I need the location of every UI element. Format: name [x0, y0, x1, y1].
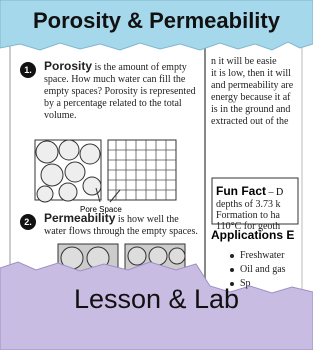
definition: is the amount of empty space. How much w…	[44, 62, 196, 121]
text-line: it is low, then it will	[211, 68, 291, 79]
section-number: 1.	[20, 62, 36, 78]
text-line: extracted out of the	[211, 116, 289, 127]
term: Porosity	[44, 59, 93, 73]
term: Permeability	[44, 211, 116, 225]
section-text: Porosity is the amount of empty space. H…	[44, 60, 196, 122]
bullets	[230, 254, 234, 286]
fun-fact-title: Fun Fact	[216, 184, 266, 198]
section-number: 2.	[20, 214, 36, 230]
text-line: n it will be easie	[211, 56, 277, 67]
porosity-figure	[34, 139, 177, 203]
title: Porosity & Permeability	[33, 8, 280, 33]
fun-fact-line: – D	[268, 187, 284, 198]
decor	[0, 0, 313, 350]
text-line: energy because it af	[211, 92, 291, 103]
fun-fact-box	[211, 177, 299, 225]
header-band	[0, 0, 313, 51]
text-line: is in the ground and	[211, 104, 291, 115]
figure-label: Pore Space	[80, 205, 122, 214]
application-item: Sp	[240, 278, 251, 289]
footer-label: Lesson & Lab	[73, 284, 240, 314]
page: Porosity & Permeability 1. Porosity is t…	[0, 0, 313, 350]
text-line: and permeability are	[211, 80, 294, 91]
fun-fact-line: 110°C for geoth	[216, 221, 281, 232]
fun-fact-line: depths of 3.73 k	[216, 199, 281, 210]
applications-title: Applications E	[211, 228, 295, 242]
footer-band	[0, 261, 313, 350]
section-text: Permeability is how well the water flows…	[44, 212, 199, 238]
fun-fact-head: Fun Fact – D	[216, 184, 283, 198]
fun-fact-line: Formation to ha	[216, 210, 280, 221]
definition: is how well the water flows through the …	[44, 214, 198, 237]
application-item: Freshwater	[240, 250, 285, 261]
application-item: Oil and gas	[240, 264, 286, 275]
